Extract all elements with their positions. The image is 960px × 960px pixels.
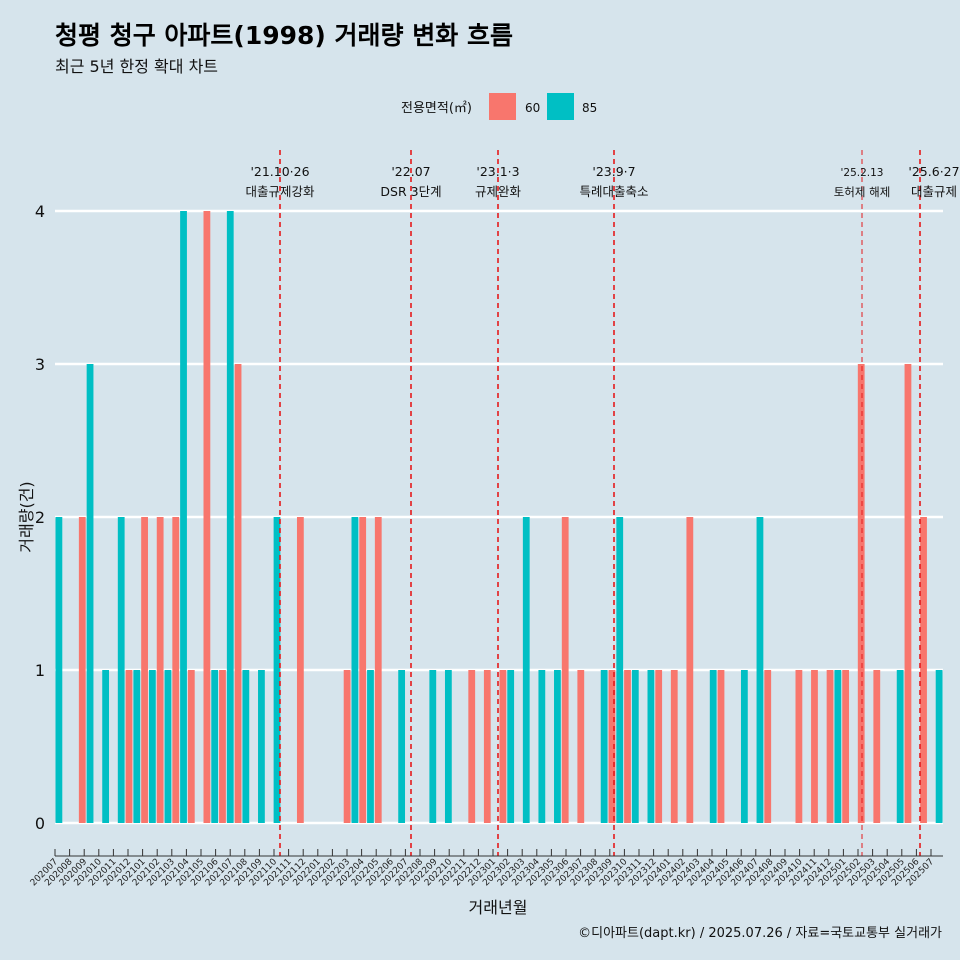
bar-85 [507, 670, 515, 823]
bar-85 [273, 517, 281, 823]
bar-60 [359, 517, 367, 823]
bar-85 [554, 670, 561, 823]
bar-85 [647, 670, 655, 823]
bar-85 [740, 670, 748, 823]
bar-85 [616, 517, 624, 823]
y-tick-label: 0 [35, 814, 45, 833]
bar-60 [203, 211, 211, 823]
bar-60 [686, 517, 694, 823]
bar-60 [499, 670, 507, 823]
event-date: '22.07 [391, 164, 430, 179]
legend-label-85: 85 [582, 101, 597, 115]
bar-60 [141, 517, 148, 823]
bar-60 [904, 364, 912, 823]
event-label: 특례대출축소 [579, 184, 648, 199]
bar-85 [102, 670, 110, 823]
event-label: 대출규제 [911, 184, 957, 199]
event-label: DSR 3단계 [380, 184, 441, 199]
bar-85 [211, 670, 219, 823]
legend-swatch-85 [547, 93, 574, 120]
bar-60 [826, 670, 834, 823]
gridlines: 0 1 2 3 4 [35, 202, 943, 833]
event-date: '21.10·26 [250, 164, 309, 179]
bar-85 [444, 670, 452, 823]
bar-85 [226, 211, 234, 823]
bar-60 [577, 670, 585, 823]
bar-85 [834, 670, 842, 823]
bar-85 [180, 211, 187, 823]
bar-85 [164, 670, 172, 823]
bar-85 [367, 670, 374, 823]
bar-85 [935, 670, 943, 823]
bar-85 [709, 670, 717, 823]
bar-60 [670, 670, 678, 823]
y-tick-label: 3 [35, 355, 45, 374]
bar-85 [258, 670, 265, 823]
event-date: '25.6·27 [908, 164, 959, 179]
bar-85 [133, 670, 141, 823]
bar-60 [374, 517, 382, 823]
bar-60 [172, 517, 180, 823]
bar-85 [398, 670, 406, 823]
bar-60 [717, 670, 725, 823]
bar-85 [538, 670, 546, 823]
event-date: '23.9·7 [592, 164, 635, 179]
axes: 2020072020082020092020102020112020122021… [29, 849, 943, 888]
chart-subtitle: 최근 5년 한정 확대 차트 [55, 57, 219, 76]
bar-85 [756, 517, 764, 823]
legend-swatch-60 [489, 93, 516, 120]
bar-85 [55, 517, 63, 823]
bar-85 [351, 517, 359, 823]
event-label: 규제완화 [475, 184, 522, 199]
bar-60 [187, 670, 195, 823]
bar-60 [234, 364, 242, 823]
event-date: '25.2.13 [841, 167, 884, 179]
legend-title: 전용면적(㎡) [401, 101, 472, 116]
bar-85 [600, 670, 608, 823]
chart-title: 청평 청구 아파트(1998) 거래량 변화 흐름 [55, 21, 513, 50]
bar-60 [156, 517, 164, 823]
bar-60 [795, 670, 803, 823]
bar-60 [78, 517, 86, 823]
bar-60 [811, 670, 818, 823]
y-axis-title: 거래량(건) [17, 481, 36, 552]
event-label: 토허제 해제 [834, 185, 891, 199]
bar-85 [148, 670, 156, 823]
bar-60 [857, 364, 865, 823]
bar-85 [522, 517, 530, 823]
bar-85 [242, 670, 250, 823]
bar-60 [842, 670, 850, 823]
y-tick-label: 2 [35, 508, 45, 527]
bar-60 [468, 670, 476, 823]
bars [55, 211, 943, 823]
bar-60 [296, 517, 304, 823]
event-annotations: '21.10·26 대출규제강화 '22.07 DSR 3단계 '23.1·3 규제완화 '… [245, 150, 960, 856]
bar-85 [86, 364, 94, 823]
bar-60 [764, 670, 772, 823]
legend: 전용면적(㎡) 60 85 [401, 93, 597, 120]
bar-60 [343, 670, 351, 823]
bar-85 [117, 517, 125, 823]
source-caption: ©디아파트(dapt.kr) / 2025.07.26 / 자료=국토교통부 실… [578, 926, 942, 941]
bar-85 [896, 670, 904, 823]
event-date: '23.1·3 [476, 164, 519, 179]
bar-60 [920, 517, 927, 823]
event-label: 대출규제강화 [245, 184, 315, 199]
bar-60 [655, 670, 663, 823]
bar-60 [219, 670, 226, 823]
legend-label-60: 60 [525, 101, 540, 115]
bar-85 [429, 670, 437, 823]
bar-85 [631, 670, 639, 823]
bar-60 [624, 670, 631, 823]
bar-60 [608, 670, 616, 823]
y-tick-label: 1 [35, 661, 45, 680]
bar-60 [483, 670, 491, 823]
bar-60 [125, 670, 133, 823]
bar-60 [561, 517, 569, 823]
x-axis-title: 거래년월 [469, 898, 528, 917]
bar-60 [873, 670, 881, 823]
y-tick-label: 4 [35, 202, 45, 221]
